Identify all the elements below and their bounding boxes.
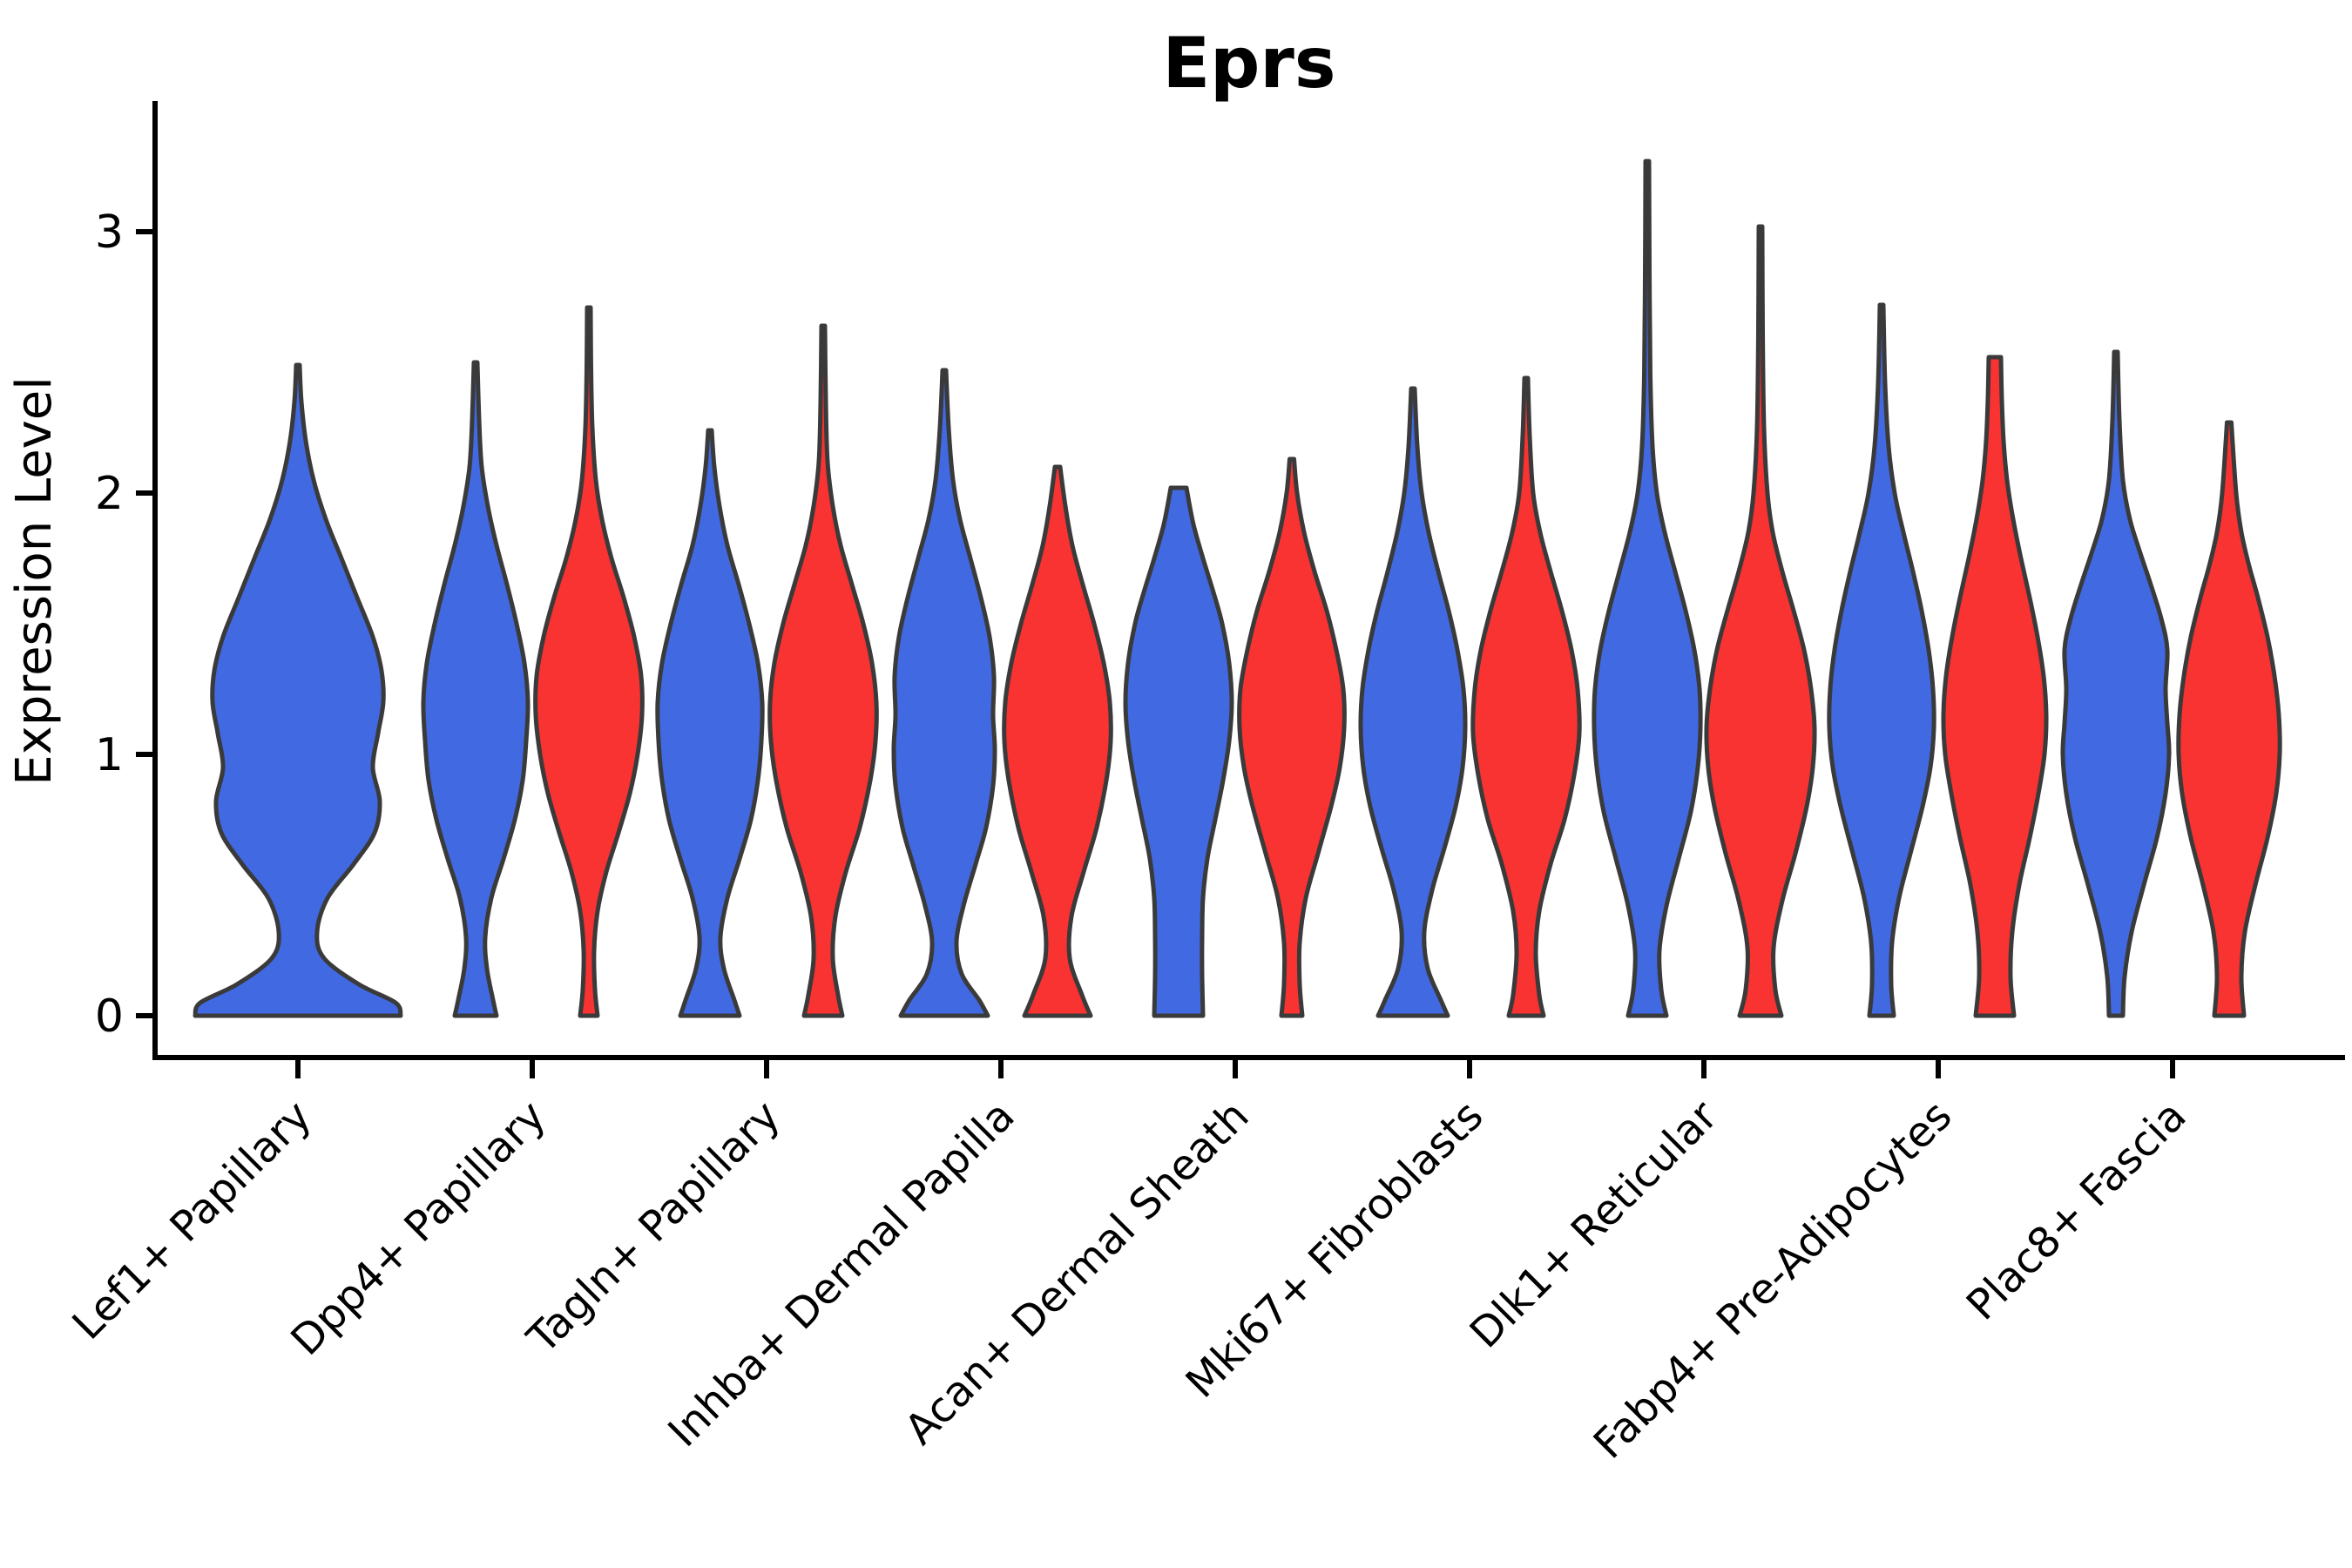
x-tick-label: Plac8+ Fascia bbox=[1957, 1092, 2196, 1330]
x-tick-label: Dlk1+ Reticular bbox=[1461, 1092, 1727, 1358]
y-tick-label: 0 bbox=[95, 990, 124, 1043]
violin-blue-acan-dermal-sheath bbox=[1123, 485, 1234, 1018]
y-axis-label: Expression Level bbox=[6, 376, 63, 786]
violin-red-tagln-papillary bbox=[767, 323, 879, 1018]
violin-red-dpp4-papillary bbox=[533, 305, 645, 1018]
violin-red-inhba-dermal-papilla bbox=[1002, 464, 1113, 1018]
chart-title: Eprs bbox=[1163, 23, 1336, 104]
violin-red-plac8-fascia bbox=[2176, 420, 2282, 1018]
violin-blue-inhba-dermal-papilla bbox=[891, 368, 997, 1018]
x-tick-label: Dpp4+ Papillary bbox=[281, 1092, 555, 1365]
violin-red-dlk1-reticular bbox=[1704, 224, 1817, 1018]
y-tick-label: 1 bbox=[95, 729, 124, 781]
violin-red-acan-dermal-sheath bbox=[1237, 456, 1347, 1018]
violin-red-mki67-fibroblasts bbox=[1470, 375, 1582, 1018]
violin-blue-plac8-fascia bbox=[2060, 349, 2172, 1018]
y-tick-label: 3 bbox=[95, 206, 124, 259]
violin-blue-fabp4-pre-adipocytes bbox=[1827, 302, 1936, 1018]
violin-blue-dpp4-papillary bbox=[421, 360, 531, 1018]
violin-red-fabp4-pre-adipocytes bbox=[1941, 355, 2049, 1018]
x-tick-label: Tagln+ Papillary bbox=[517, 1092, 789, 1363]
violin-blue-mki67-fibroblasts bbox=[1358, 386, 1468, 1018]
violin-blue-tagln-papillary bbox=[655, 428, 765, 1018]
y-tick-label: 2 bbox=[95, 468, 124, 520]
violin-blue-lef1-papillary bbox=[193, 362, 403, 1018]
x-tick-label: Lef1+ Papillary bbox=[64, 1092, 321, 1349]
violin-blue-dlk1-reticular bbox=[1592, 159, 1703, 1018]
violins-layer bbox=[193, 159, 2282, 1018]
